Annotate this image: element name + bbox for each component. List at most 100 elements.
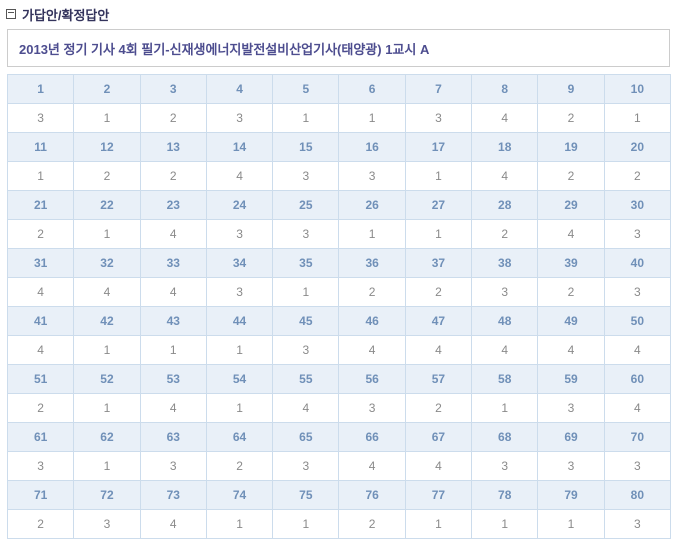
question-number-cell: 55 — [272, 364, 340, 394]
question-number-cell: 20 — [603, 132, 672, 162]
question-number-cell: 51 — [6, 364, 75, 394]
question-number-cell: 56 — [338, 364, 406, 394]
answer-cell: 2 — [338, 277, 406, 307]
question-number-row: 1 2 3 4 5 6 7 8 9 10 — [6, 74, 672, 104]
answer-cell: 3 — [603, 277, 672, 307]
section-header: 가답안/확정답안 — [0, 0, 678, 23]
answer-cell: 2 — [6, 219, 75, 249]
question-number-cell: 68 — [471, 422, 539, 452]
question-number-cell: 24 — [205, 190, 274, 220]
question-number-cell: 17 — [404, 132, 473, 162]
question-number-cell: 53 — [139, 364, 207, 394]
question-number-cell: 44 — [205, 306, 274, 336]
question-number-cell: 52 — [73, 364, 141, 394]
question-number-row: 31 32 33 34 35 36 37 38 39 40 — [6, 248, 672, 278]
question-number-cell: 61 — [6, 422, 75, 452]
question-number-cell: 9 — [537, 74, 605, 104]
answer-cell: 3 — [537, 393, 605, 423]
question-number-cell: 10 — [603, 74, 672, 104]
answer-cell: 3 — [272, 451, 340, 481]
question-number-cell: 78 — [471, 480, 539, 510]
answer-cell: 1 — [404, 509, 473, 539]
answer-cell: 3 — [603, 219, 672, 249]
answer-cell: 4 — [404, 335, 473, 365]
question-number-cell: 34 — [205, 248, 274, 278]
question-number-cell: 39 — [537, 248, 605, 278]
question-number-cell: 19 — [537, 132, 605, 162]
answer-cell: 2 — [6, 393, 75, 423]
question-number-cell: 8 — [471, 74, 539, 104]
question-number-cell: 45 — [272, 306, 340, 336]
question-number-cell: 28 — [471, 190, 539, 220]
answer-cell: 4 — [338, 335, 406, 365]
question-number-cell: 71 — [6, 480, 75, 510]
answer-cell: 4 — [73, 277, 141, 307]
question-number-cell: 62 — [73, 422, 141, 452]
answer-cell: 3 — [205, 103, 274, 133]
question-number-cell: 33 — [139, 248, 207, 278]
question-number-cell: 77 — [404, 480, 473, 510]
answer-cell: 1 — [272, 103, 340, 133]
exam-title-box: 2013년 정기 기사 4회 필기-신재생에너지발전설비산업기사(태양광) 1교… — [7, 29, 670, 67]
answer-cell: 4 — [537, 219, 605, 249]
question-number-cell: 15 — [272, 132, 340, 162]
question-number-cell: 35 — [272, 248, 340, 278]
question-number-cell: 38 — [471, 248, 539, 278]
question-number-cell: 48 — [471, 306, 539, 336]
question-number-cell: 37 — [404, 248, 473, 278]
answer-cell: 1 — [73, 451, 141, 481]
question-number-cell: 5 — [272, 74, 340, 104]
question-number-cell: 54 — [205, 364, 274, 394]
answer-cell: 1 — [338, 219, 406, 249]
answer-cell: 3 — [471, 277, 539, 307]
question-number-cell: 6 — [338, 74, 406, 104]
answer-cell: 1 — [73, 219, 141, 249]
answer-cell: 3 — [338, 161, 406, 191]
question-number-cell: 59 — [537, 364, 605, 394]
answer-cell: 4 — [6, 335, 75, 365]
question-number-row: 71 72 73 74 75 76 77 78 79 80 — [6, 480, 672, 510]
question-number-cell: 79 — [537, 480, 605, 510]
question-number-cell: 64 — [205, 422, 274, 452]
answer-cell: 3 — [272, 219, 340, 249]
question-number-cell: 13 — [139, 132, 207, 162]
answer-cell: 1 — [603, 103, 672, 133]
answer-cell: 1 — [205, 335, 274, 365]
question-number-cell: 7 — [404, 74, 473, 104]
answer-cell: 2 — [338, 509, 406, 539]
section-title: 가답안/확정답안 — [22, 7, 110, 23]
question-number-cell: 76 — [338, 480, 406, 510]
question-number-cell: 4 — [205, 74, 274, 104]
question-number-cell: 69 — [537, 422, 605, 452]
answer-cell: 2 — [471, 219, 539, 249]
answer-cell: 2 — [139, 103, 207, 133]
answer-cell: 3 — [205, 219, 274, 249]
answer-cell: 3 — [205, 277, 274, 307]
question-number-cell: 3 — [139, 74, 207, 104]
question-number-cell: 2 — [73, 74, 141, 104]
answer-cell: 4 — [272, 393, 340, 423]
question-number-cell: 22 — [73, 190, 141, 220]
answer-cell: 3 — [6, 451, 75, 481]
question-number-cell: 21 — [6, 190, 75, 220]
answer-cell: 2 — [537, 103, 605, 133]
question-number-row: 51 52 53 54 55 56 57 58 59 60 — [6, 364, 672, 394]
question-number-cell: 50 — [603, 306, 672, 336]
answer-cell: 1 — [272, 277, 340, 307]
answer-cell: 2 — [537, 277, 605, 307]
answer-cell: 3 — [537, 451, 605, 481]
question-number-cell: 73 — [139, 480, 207, 510]
question-number-cell: 74 — [205, 480, 274, 510]
answer-cell: 1 — [6, 161, 75, 191]
question-number-cell: 36 — [338, 248, 406, 278]
question-number-cell: 66 — [338, 422, 406, 452]
question-number-cell: 80 — [603, 480, 672, 510]
answer-cell: 3 — [338, 393, 406, 423]
question-number-cell: 47 — [404, 306, 473, 336]
question-number-cell: 30 — [603, 190, 672, 220]
answer-cell: 4 — [471, 335, 539, 365]
answer-cell: 1 — [537, 509, 605, 539]
question-number-cell: 58 — [471, 364, 539, 394]
answer-cell: 4 — [471, 103, 539, 133]
